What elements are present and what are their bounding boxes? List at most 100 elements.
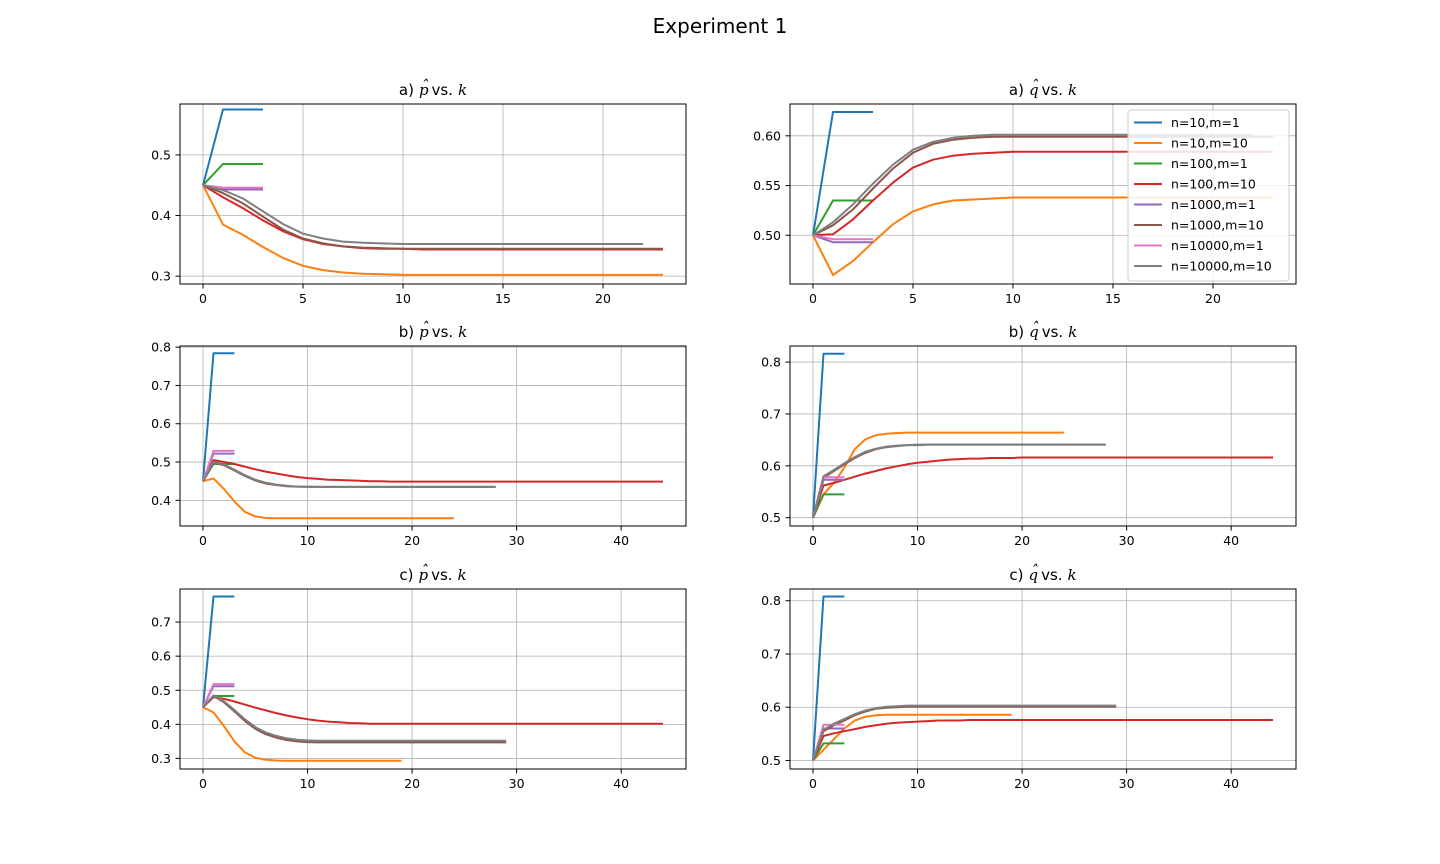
y-tick-label: 0.4 [151,493,171,508]
x-tick-label: 5 [299,291,307,306]
plot-area [180,346,686,526]
x-tick-label: 10 [300,776,316,791]
y-tick-label: 0.3 [151,751,171,766]
axes-frame [179,103,687,285]
axes-frame [179,588,687,770]
series-line-2 [812,431,1064,519]
chart-panel-4: 0 10 20 30 40 0.5 0.6 0.7 0.8 b) qˆ vs. k [761,319,1297,548]
series-line-7 [202,184,263,189]
x-tick-label: 10 [1005,291,1021,306]
y-tick-label: 0.7 [151,615,171,630]
series-line-8 [202,184,643,245]
x-tick-label: 20 [404,533,420,548]
plot-area [790,346,1296,526]
legend-box [1127,109,1290,282]
panel-title: b) qˆ vs. k [1009,319,1078,341]
hat-icon: ˆ [1031,77,1039,95]
x-tick-label: 10 [300,533,316,548]
series-line-3 [812,493,845,519]
x-tick-label: 10 [910,533,926,548]
panel-title-k: k [458,323,467,341]
panel-title-variable: p [418,566,428,584]
y-tick-label: 0.6 [761,700,781,715]
legend-label: n=100,m=10 [1171,177,1256,192]
legend-label: n=1000,m=1 [1171,197,1256,212]
x-tick-label: 0 [199,291,207,306]
panel-title-variable: q [1029,81,1039,99]
legend-label: n=10000,m=1 [1171,238,1264,253]
chart-panel-5: 0 10 20 30 40 0.3 0.4 0.5 0.6 0.7 c) pˆ vs. k [151,562,687,791]
legend-label: n=1000,m=10 [1171,218,1264,233]
panel-title-suffix: vs. [432,323,453,341]
x-tick-label: 20 [595,291,611,306]
x-tick-label: 30 [509,533,525,548]
series-line-6 [812,705,1117,761]
plot-area [790,589,1296,769]
legend-label: n=100,m=1 [1171,156,1248,171]
panel-title-prefix: a) [1009,81,1024,99]
axes-frame [789,588,1297,770]
x-tick-label: 40 [1223,776,1239,791]
x-tick-label: 20 [1014,533,1030,548]
panel-title-prefix: c) [1009,566,1023,584]
series-line-3 [202,163,263,186]
panel-title: a) qˆ vs. k [1009,77,1077,99]
x-tick-label: 15 [495,291,511,306]
y-tick-label: 0.50 [753,228,781,243]
panel-title-prefix: a) [399,81,414,99]
y-tick-label: 0.4 [151,717,171,732]
y-tick-label: 0.4 [151,208,171,223]
series-line-8 [812,443,1106,518]
series-line-2 [202,706,402,762]
panel-title-k: k [458,566,467,584]
series-line-2 [202,184,663,276]
figure-title: Experiment 1 [653,14,788,38]
y-tick-label: 0.8 [761,355,781,370]
hat-icon: ˆ [421,77,429,95]
series-line-4 [202,459,663,483]
panel-title-prefix: b) [1009,323,1024,341]
legend-label: n=10000,m=10 [1171,259,1272,274]
hat-icon: ˆ [421,319,429,337]
series-line-7 [202,683,235,708]
axes-frame [179,345,687,527]
panel-title-k: k [1068,566,1077,584]
y-tick-label: 0.60 [753,128,781,143]
panel-title-k: k [1068,323,1077,341]
x-tick-label: 30 [1119,776,1135,791]
chart-panel-3: 0 10 20 30 40 0.4 0.5 0.6 0.7 0.8 b) pˆ vs. k [151,319,687,548]
panel-title-prefix: c) [399,566,413,584]
x-tick-label: 0 [809,291,817,306]
hat-icon: ˆ [1031,562,1039,580]
axes-frame [789,103,1297,285]
x-tick-label: 0 [199,776,207,791]
x-tick-label: 20 [1014,776,1030,791]
y-tick-label: 0.7 [151,378,171,393]
y-tick-label: 0.3 [151,269,171,284]
x-tick-label: 0 [199,533,207,548]
x-tick-label: 20 [404,776,420,791]
panel-title-variable: p [419,81,429,99]
y-tick-label: 0.5 [151,683,171,698]
panel-title: a) pˆ vs. k [399,77,467,99]
series-line-8 [812,704,1117,761]
plot-area [180,589,686,769]
panel-title-variable: p [419,323,429,341]
y-tick-label: 0.6 [151,416,171,431]
y-tick-label: 0.6 [761,458,781,473]
x-tick-label: 0 [809,776,817,791]
x-tick-label: 40 [613,776,629,791]
x-tick-label: 30 [1119,533,1135,548]
panel-title-suffix: vs. [431,566,452,584]
y-tick-label: 0.55 [753,178,781,193]
x-tick-label: 10 [910,776,926,791]
panel-title-suffix: vs. [1041,566,1062,584]
y-tick-label: 0.5 [151,455,171,470]
y-tick-label: 0.5 [761,510,781,525]
panel-title: b) pˆ vs. k [399,319,468,341]
y-tick-label: 0.6 [151,649,171,664]
legend: n=10,m=1 n=10,m=10 n=100,m=1 n=100,m=10 n=10… [1127,109,1290,282]
x-tick-label: 40 [613,533,629,548]
hat-icon: ˆ [1031,319,1039,337]
y-tick-label: 0.7 [761,406,781,421]
